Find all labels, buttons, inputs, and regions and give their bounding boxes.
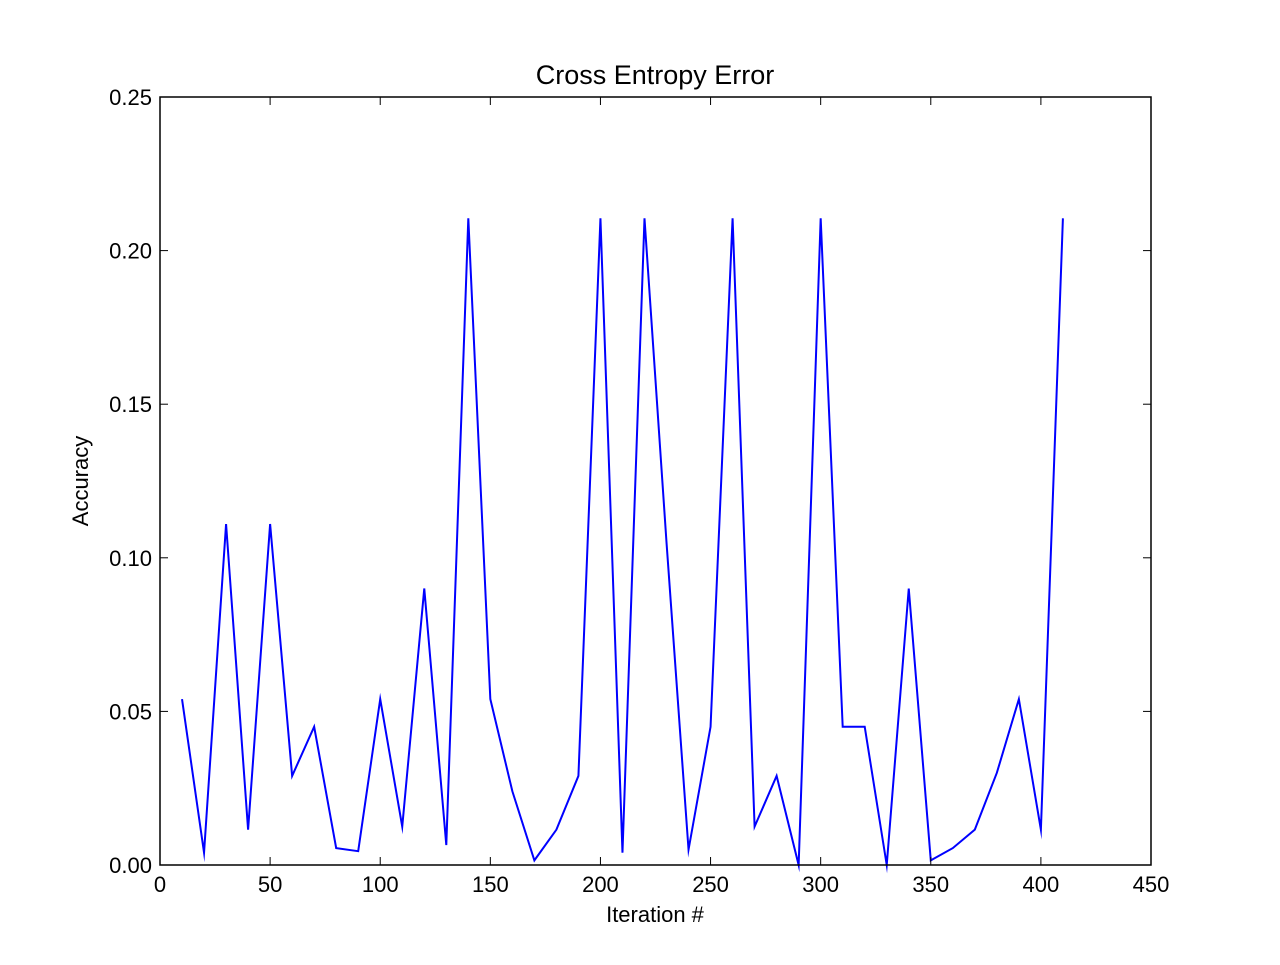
plot-background (160, 97, 1151, 865)
plot-frame (159, 96, 1152, 866)
y-tick-label: 0.15 (109, 392, 152, 417)
x-tick-label: 250 (692, 872, 729, 897)
y-tick-label: 0.20 (109, 239, 152, 264)
x-axis-label: Iteration # (606, 902, 705, 927)
y-tick-label: 0.10 (109, 546, 152, 571)
x-tick-label: 450 (1133, 872, 1170, 897)
y-axis-label: Accuracy (68, 436, 93, 526)
x-tick-label: 400 (1023, 872, 1060, 897)
plot-area: 0 50 100 150 200 250 300 350 400 450 0.00 0.05 0.10 0… (109, 85, 1169, 897)
x-tick-label: 200 (582, 872, 619, 897)
x-tick-label: 150 (472, 872, 509, 897)
series-line-0 (181, 218, 1064, 874)
x-tick-label: 0 (154, 872, 166, 897)
x-tick-label: 350 (912, 872, 949, 897)
x-tick-label: 100 (362, 872, 399, 897)
x-tick-label: 50 (258, 872, 282, 897)
y-tick-label: 0.05 (109, 699, 152, 724)
y-tick-label: 0.00 (109, 853, 152, 878)
y-tick-label: 0.25 (109, 85, 152, 110)
x-tick-label: 300 (802, 872, 839, 897)
chart-title: Cross Entropy Error (536, 60, 775, 90)
